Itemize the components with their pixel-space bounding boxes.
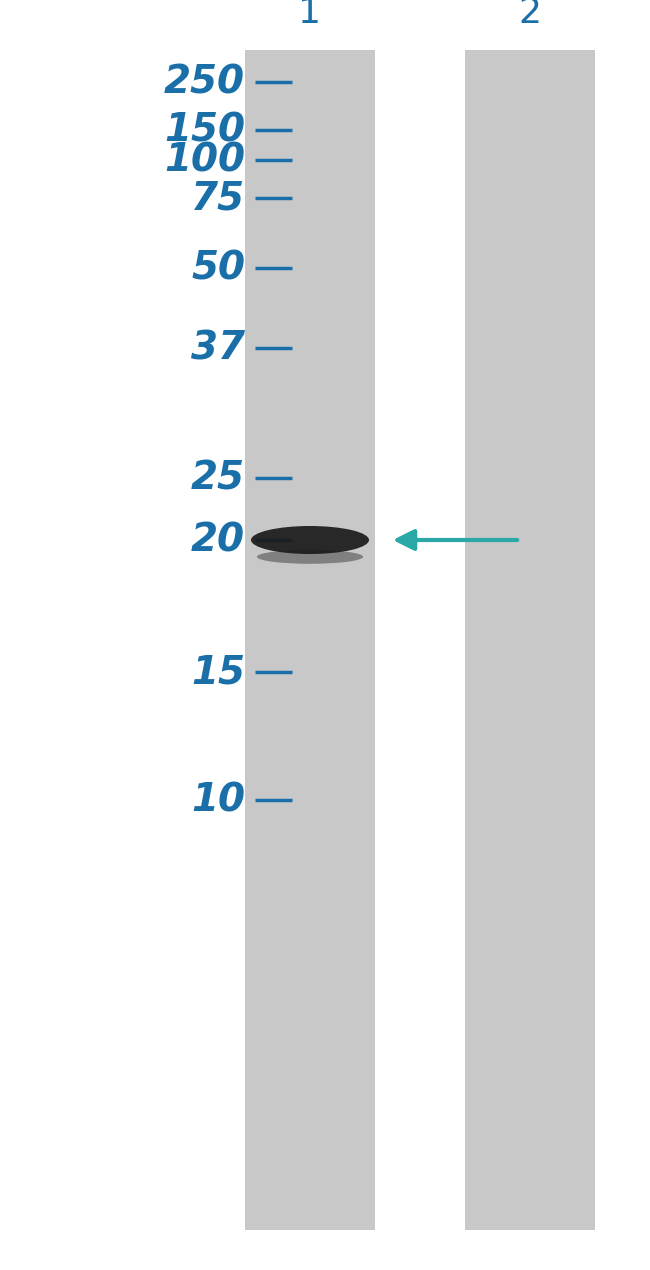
Text: 10: 10 xyxy=(191,781,245,819)
Ellipse shape xyxy=(251,526,369,554)
Text: 15: 15 xyxy=(191,653,245,691)
Text: 250: 250 xyxy=(164,64,245,102)
Ellipse shape xyxy=(257,550,363,564)
Text: 150: 150 xyxy=(164,110,245,149)
Text: 50: 50 xyxy=(191,249,245,287)
Text: 75: 75 xyxy=(191,179,245,217)
Text: 20: 20 xyxy=(191,521,245,559)
Text: 2: 2 xyxy=(519,0,541,30)
Text: 100: 100 xyxy=(164,141,245,179)
Bar xyxy=(465,50,595,1231)
Text: 25: 25 xyxy=(191,458,245,497)
Text: 1: 1 xyxy=(298,0,322,30)
Text: 37: 37 xyxy=(191,329,245,367)
Bar xyxy=(245,50,375,1231)
